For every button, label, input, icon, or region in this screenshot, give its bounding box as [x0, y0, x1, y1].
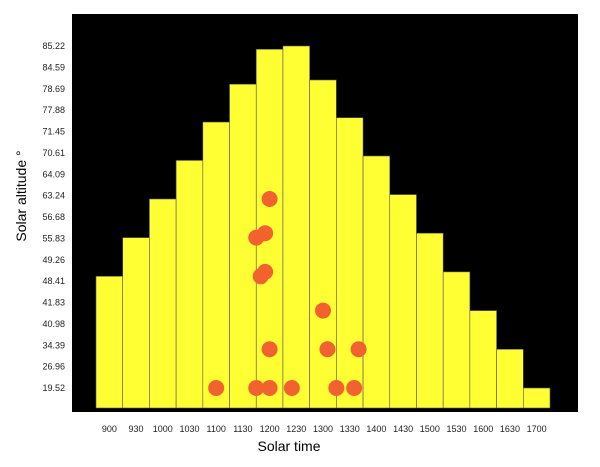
bars-layer [95, 45, 551, 409]
bar-1100 [202, 121, 230, 409]
data-point-14 [257, 225, 274, 242]
bar-1330 [336, 117, 364, 409]
bar-900 [95, 275, 124, 409]
data-point-8 [319, 341, 336, 358]
x-axis-title: Solar time [257, 438, 320, 454]
x-tick-label: 1230 [286, 424, 306, 434]
y-tick-label: 64.09 [42, 169, 65, 179]
x-tick-label: 930 [129, 424, 144, 434]
y-tick-label: 77.88 [42, 105, 65, 115]
y-tick-label: 34.39 [42, 340, 65, 350]
bar-1630 [496, 348, 524, 409]
data-point-15 [261, 190, 278, 207]
bar-1500 [416, 232, 444, 409]
y-tick-label: 49.26 [42, 255, 65, 265]
y-tick-label: 48.41 [42, 276, 65, 286]
y-axis-ticks: 19.52 26.96 34.39 40.98 41.83 48.41 49.26 55.83… [42, 41, 65, 393]
y-axis-title: Solar altitude ° [13, 150, 29, 241]
x-tick-label: 1200 [260, 424, 280, 434]
y-tick-label: 26.96 [42, 362, 65, 372]
y-tick-label: 40.98 [42, 319, 65, 329]
x-tick-label: 1330 [340, 424, 360, 434]
bar-1000 [149, 198, 177, 409]
y-tick-label: 55.83 [42, 233, 65, 243]
data-point-6 [346, 380, 363, 396]
bar-1230 [282, 45, 310, 409]
y-tick-label: 56.68 [42, 212, 65, 222]
x-tick-label: 1700 [527, 424, 547, 434]
bar-1130 [229, 83, 257, 409]
x-tick-label: 1430 [393, 424, 413, 434]
x-tick-label: 1100 [207, 424, 226, 434]
x-axis-ticks: 900 930 1000 1030 1100 1130 1200 1230 1300 1330 14… [102, 424, 547, 434]
x-tick-label: 1500 [420, 424, 440, 434]
points-layer [208, 190, 367, 396]
bar-1600 [469, 310, 497, 409]
x-tick-label: 1630 [500, 424, 520, 434]
bar-1030 [175, 160, 204, 409]
x-tick-label: 1000 [153, 424, 173, 434]
y-tick-label: 41.83 [42, 298, 65, 308]
data-point-3 [261, 380, 278, 396]
bar-1700 [522, 387, 551, 409]
data-point-2 [248, 380, 265, 396]
x-tick-label: 1130 [233, 424, 252, 434]
y-tick-label: 19.52 [42, 383, 65, 393]
y-tick-label: 70.61 [42, 148, 65, 158]
data-point-5 [328, 380, 345, 396]
data-point-1 [208, 380, 225, 396]
data-point-10 [315, 302, 331, 319]
x-tick-label: 1300 [313, 424, 333, 434]
x-tick-label: 1600 [473, 424, 493, 434]
bar-1430 [389, 194, 417, 409]
y-tick-label: 63.24 [42, 191, 65, 201]
bar-930 [122, 237, 150, 409]
y-tick-label: 78.69 [42, 84, 65, 94]
data-point-9 [350, 341, 367, 358]
x-tick-label: 1530 [447, 424, 467, 434]
bar-1400 [362, 155, 391, 409]
bar-1300 [309, 79, 337, 409]
data-point-4 [283, 380, 300, 396]
y-tick-label: 85.22 [42, 41, 65, 51]
bar-1530 [442, 271, 471, 409]
data-point-12 [257, 263, 274, 280]
x-tick-label: 900 [102, 424, 117, 434]
y-tick-label: 84.59 [42, 62, 65, 72]
x-tick-label: 1030 [179, 424, 199, 434]
data-point-7 [261, 341, 278, 358]
y-tick-label: 71.45 [42, 127, 65, 137]
x-tick-label: 1400 [366, 424, 386, 434]
